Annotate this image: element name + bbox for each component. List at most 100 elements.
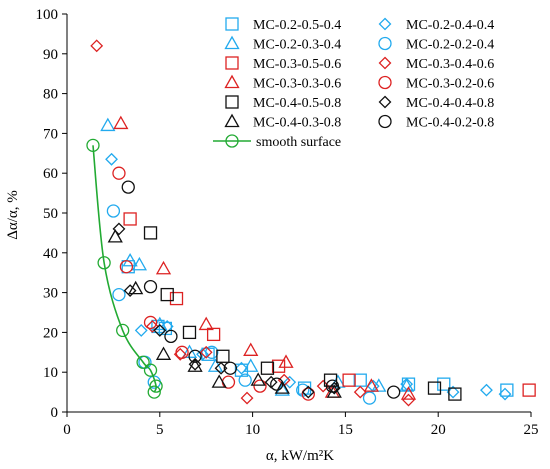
data-point: [119, 260, 134, 274]
data-point: [188, 349, 202, 363]
series-mc-0-3-0-5-0-6: [123, 212, 536, 397]
data-point: [270, 377, 284, 391]
data-point: [342, 373, 356, 387]
legend-label: MC-0.4-0.4-0.8: [406, 96, 494, 111]
legend-label: MC-0.4-0.3-0.8: [253, 116, 341, 131]
data-point: [105, 152, 118, 166]
y-tick-label: 60: [43, 166, 58, 182]
data-point: [187, 358, 203, 372]
data-point: [169, 291, 184, 306]
y-tick-label: 50: [43, 206, 58, 222]
data-point: [362, 391, 377, 405]
data-point: [198, 316, 214, 331]
series-mc-0-4-0-5-0-8: [143, 226, 462, 401]
data-point: [112, 166, 126, 180]
legend-item: MC-0.4-0.5-0.8: [225, 95, 341, 111]
data-point: [274, 380, 290, 394]
data-point: [278, 354, 294, 368]
data-point: [160, 287, 174, 302]
data-point: [448, 387, 462, 401]
data-point: [400, 386, 417, 400]
legend-marker: [378, 114, 392, 129]
data-point: [175, 345, 189, 359]
data-point: [97, 256, 111, 270]
data-point: [205, 345, 219, 359]
x-tick-label: 15: [338, 422, 353, 438]
data-point: [107, 229, 123, 243]
legend: MC-0.2-0.5-0.4 MC-0.2-0.4-0.4 MC-0.2-0.3-0…: [213, 17, 494, 150]
legend-label: MC-0.3-0.3-0.6: [253, 77, 341, 92]
data-point: [402, 393, 415, 407]
data-point: [147, 385, 161, 399]
legend-marker: [225, 134, 239, 148]
data-point: [116, 323, 130, 338]
data-point: [199, 345, 213, 359]
legend-marker: [224, 113, 240, 128]
ticks: 0 5 10 15 20 25 0 10 20 30 40 50 60 70 80 90 100: [36, 7, 539, 438]
data-point: [522, 383, 536, 397]
data-point: [106, 204, 121, 218]
data-point: [301, 385, 315, 399]
data-point: [271, 359, 286, 373]
legend-label: MC-0.3-0.4-0.6: [406, 57, 494, 72]
y-tick-label: 70: [43, 126, 58, 142]
legend-item: MC-0.2-0.4-0.4: [378, 17, 494, 33]
data-point: [235, 361, 248, 375]
y-tick-label: 90: [43, 47, 58, 63]
data-point: [100, 117, 116, 132]
data-point: [123, 284, 137, 298]
data-point: [283, 375, 297, 389]
series-smooth-surface: [86, 138, 163, 399]
legend-label: MC-0.4-0.5-0.8: [253, 96, 341, 111]
data-point: [155, 346, 172, 360]
legend-item: MC-0.2-0.3-0.4: [224, 35, 341, 53]
data-point: [128, 280, 144, 295]
data-point: [240, 391, 254, 405]
legend-item: MC-0.2-0.2-0.4: [378, 36, 494, 53]
legend-label: MC-0.3-0.2-0.6: [406, 77, 494, 92]
legend-marker: [225, 95, 239, 109]
legend-label: MC-0.2-0.4-0.4: [406, 18, 494, 33]
data-point: [250, 372, 266, 386]
x-axis-label: α, kW/m²K: [266, 448, 334, 464]
data-point: [437, 377, 451, 391]
y-tick-label: 40: [43, 246, 58, 262]
legend-item: MC-0.3-0.3-0.6: [224, 74, 341, 92]
data-point: [401, 377, 416, 391]
data-point: [216, 349, 230, 363]
data-point: [112, 222, 126, 236]
data-point: [131, 256, 147, 271]
legend-marker: [378, 56, 392, 70]
y-axis-label: Δα/α, %: [5, 190, 21, 240]
y-tick-label: 10: [43, 365, 58, 381]
data-point: [86, 138, 100, 152]
data-point: [153, 323, 167, 337]
legend-item: smooth surface: [213, 134, 341, 150]
data-point: [243, 342, 259, 356]
legend-item: MC-0.2-0.5-0.4: [225, 17, 341, 33]
x-tick-label: 20: [431, 422, 446, 438]
data-point: [182, 325, 197, 340]
data-point: [325, 379, 340, 393]
y-tick-label: 20: [43, 325, 58, 341]
x-tick-label: 0: [63, 422, 71, 438]
series-mc-0-3-0-2-0-6: [112, 166, 315, 401]
data-point: [90, 39, 104, 53]
legend-marker: [224, 35, 240, 50]
data-point: [121, 180, 135, 194]
legend-marker: [225, 56, 239, 70]
legend-label: MC-0.2-0.3-0.4: [253, 38, 341, 53]
data-point: [480, 383, 493, 397]
legend-item: MC-0.3-0.5-0.6: [225, 56, 341, 72]
data-point: [143, 363, 158, 377]
data-point: [155, 260, 172, 275]
legend-marker: [224, 74, 240, 89]
data-point: [500, 383, 514, 397]
series-mc-0-4-0-2-0-8: [121, 180, 401, 399]
data-point: [134, 323, 148, 337]
data-point: [238, 373, 252, 387]
legend-item: MC-0.3-0.4-0.6: [378, 56, 494, 72]
data-point: [113, 115, 129, 130]
